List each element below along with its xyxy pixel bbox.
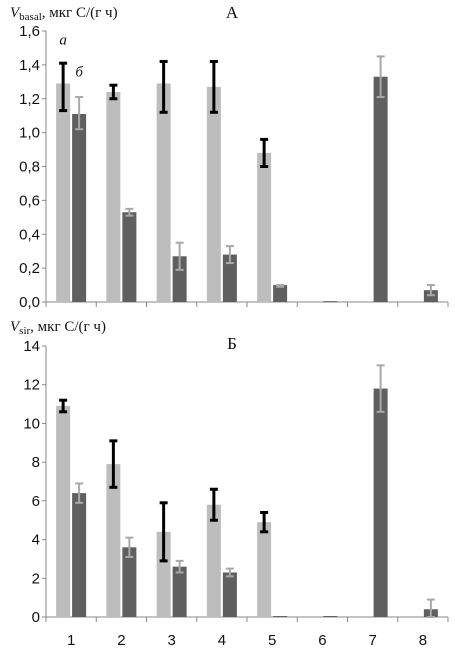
bar-dark-3 [172,566,187,617]
bar-light-4 [206,86,221,302]
bar-dark-6 [323,616,338,618]
bar-light-1 [56,83,71,302]
y-tick-label: 0,6 [19,192,40,209]
bar-dark-3 [172,256,187,302]
bar-light-4 [206,504,221,617]
y-tick-label: 8 [32,454,40,471]
bar-dark-6 [323,301,338,303]
bar-light-3 [156,531,171,617]
y-axis-label-unit: , мкг С/(г ч) [30,319,106,335]
x-tick-label: 2 [117,632,125,649]
series-annotation: а [59,33,67,49]
x-tick-label: 4 [218,632,226,649]
bar-light-3 [156,83,171,302]
y-tick-label: 0,4 [19,226,40,243]
x-tick-label: 8 [419,632,427,649]
y-axis-label-unit: , мкг С/(г ч) [42,5,118,21]
bar-light-2 [106,464,121,617]
y-tick-label: 0,0 [19,294,40,311]
bar-dark-4 [222,254,237,302]
series-annotation: б [75,65,83,81]
y-axis-label-sub: sir [19,325,30,337]
y-tick-label: 12 [23,377,40,394]
y-tick-label: 1,2 [19,91,40,108]
bar-dark-1 [72,493,87,617]
y-tick-label: 6 [32,493,40,510]
bar-dark-7 [373,388,388,617]
x-tick-label: 3 [167,632,175,649]
bar-light-2 [106,91,121,302]
y-tick-label: 14 [23,338,40,355]
bar-dark-5 [273,285,288,302]
y-tick-label: 0,8 [19,159,40,176]
y-tick-label: 10 [23,415,40,432]
bar-dark-4 [222,572,237,617]
y-tick-label: 2 [32,570,40,587]
bar-light-5 [257,522,272,617]
y-axis-label: Vsir, мкг С/(г ч) [10,319,106,337]
bar-dark-7 [373,76,388,302]
bar-light-1 [56,406,71,617]
y-axis-label: Vbasal, мкг С/(г ч) [10,5,118,23]
y-axis-label-main: V [10,5,21,21]
chart-panel-1: А Vbasal, мкг С/(г ч) 0,0 0,2 0,4 0,6 0,8 1,0 1,… [10,3,449,311]
y-axis-label-sub: basal [19,11,42,23]
y-tick-label: 1,4 [19,57,40,74]
x-tick-label: 7 [368,632,376,649]
bar-dark-1 [72,113,87,303]
x-tick-label: 1 [67,632,75,649]
bar-dark-2 [122,212,137,302]
x-tick-label: 5 [268,632,276,649]
y-tick-label: 0,2 [19,260,40,277]
y-tick-label: 0 [32,609,40,626]
y-axis-label-main: V [10,319,21,335]
y-tick-label: 1,6 [19,23,40,40]
y-tick-label: 1,0 [19,125,40,142]
chart-title: Б [227,334,237,353]
x-tick-label: 6 [318,632,326,649]
y-tick-label: 4 [32,532,40,549]
bar-light-5 [257,152,272,302]
chart-title: А [226,3,239,22]
bar-dark-2 [122,547,137,617]
bar-dark-5 [273,616,288,618]
